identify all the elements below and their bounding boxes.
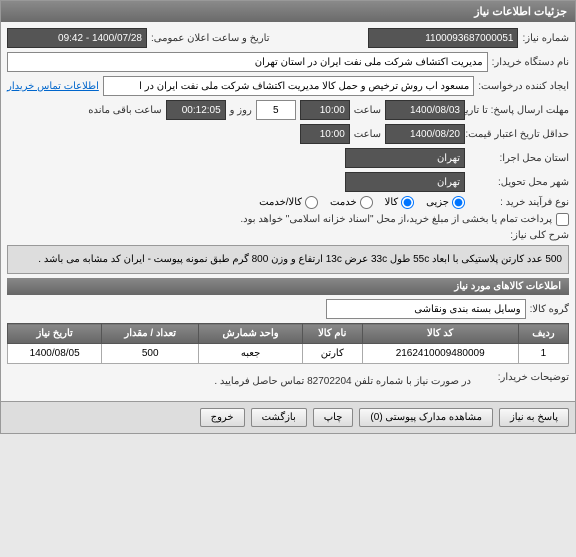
time-left-field — [166, 100, 226, 120]
radio-partial-input[interactable] — [452, 196, 465, 209]
label-requester: ایجاد کننده درخواست: — [478, 81, 569, 92]
city-deliver-field — [345, 172, 465, 192]
label-announce: تاریخ و ساعت اعلان عمومی: — [151, 33, 270, 44]
th-row: ردیف — [518, 324, 568, 344]
label-desc: شرح کلی نیاز: — [489, 230, 569, 241]
radio-service[interactable]: خدمت — [330, 196, 373, 209]
city-exec-field — [345, 148, 465, 168]
panel-body: شماره نیاز: تاریخ و ساعت اعلان عمومی: نا… — [1, 22, 575, 401]
goods-table: ردیف کد کالا نام کالا واحد شمارش تعداد /… — [7, 323, 569, 364]
label-goods-group: گروه کالا: — [530, 304, 569, 315]
validity-date-field — [385, 124, 465, 144]
need-no-field — [368, 28, 518, 48]
purchase-type-radios: جزیی کالا خدمت کالا/خدمت — [259, 196, 465, 209]
cell-row: 1 — [518, 344, 568, 364]
th-name: نام کالا — [302, 324, 362, 344]
details-panel: جزئیات اطلاعات نیاز شماره نیاز: تاریخ و … — [0, 0, 576, 434]
back-button[interactable]: بازگشت — [251, 408, 307, 427]
partial-pay-checkbox[interactable] — [556, 213, 569, 226]
partial-pay-note: پرداخت تمام یا بخشی از مبلغ خرید،از محل … — [240, 214, 552, 225]
goods-group-field — [326, 299, 526, 319]
row-deadline: مهلت ارسال پاسخ: تا تاریخ: ساعت روز و سا… — [7, 100, 569, 120]
table-header-row: ردیف کد کالا نام کالا واحد شمارش تعداد /… — [8, 324, 569, 344]
label-day-and: روز و — [230, 105, 252, 116]
desc-box: 500 عدد کارتن پلاستیکی با ابعاد 55c طول … — [7, 245, 569, 274]
panel-title: جزئیات اطلاعات نیاز — [1, 1, 575, 22]
radio-goods[interactable]: کالا — [385, 196, 415, 209]
row-city-exec: استان محل اجرا: — [7, 148, 569, 168]
exit-button[interactable]: خروج — [200, 408, 245, 427]
label-city-deliver: شهر محل تحویل: — [469, 177, 569, 188]
deadline-date-field — [385, 100, 465, 120]
label-hour2: ساعت — [354, 129, 381, 140]
label-time-left: ساعت باقی مانده — [88, 105, 161, 116]
label-hour1: ساعت — [354, 105, 381, 116]
row-buyer-notes: توضیحات خریدار: در صورت نیاز با شماره تل… — [7, 372, 569, 391]
attachments-button[interactable]: مشاهده مدارک پیوستی (0) — [359, 408, 493, 427]
button-bar: پاسخ به نیاز مشاهده مدارک پیوستی (0) چاپ… — [1, 401, 575, 433]
label-deadline: مهلت ارسال پاسخ: تا تاریخ: — [469, 105, 569, 116]
row-buyer: نام دستگاه خریدار: — [7, 52, 569, 72]
respond-button[interactable]: پاسخ به نیاز — [499, 408, 569, 427]
buyer-notes-text: در صورت نیاز با شماره تلفن 82702204 تماس… — [7, 372, 475, 391]
print-button[interactable]: چاپ — [313, 408, 354, 427]
th-date: تاریخ نیاز — [8, 324, 102, 344]
row-need-no: شماره نیاز: تاریخ و ساعت اعلان عمومی: — [7, 28, 569, 48]
label-purchase-type: نوع فرآیند خرید : — [469, 197, 569, 208]
validity-time-field — [300, 124, 350, 144]
radio-goods-input[interactable] — [401, 196, 414, 209]
cell-code: 2162410009480009 — [362, 344, 518, 364]
row-goods-group: گروه کالا: — [7, 299, 569, 319]
row-validity: حداقل تاریخ اعتبار قیمت: تا تاریخ: ساعت — [7, 124, 569, 144]
cell-name: کارتن — [302, 344, 362, 364]
label-city-exec: استان محل اجرا: — [469, 153, 569, 164]
days-left-field — [256, 100, 296, 120]
label-validity: حداقل تاریخ اعتبار قیمت: تا تاریخ: — [469, 129, 569, 140]
row-requester: ایجاد کننده درخواست: اطلاعات تماس خریدار — [7, 76, 569, 96]
row-city-deliver: شهر محل تحویل: — [7, 172, 569, 192]
label-buyer: نام دستگاه خریدار: — [492, 57, 569, 68]
th-unit: واحد شمارش — [199, 324, 303, 344]
label-buyer-notes: توضیحات خریدار: — [479, 372, 569, 383]
goods-section-title: اطلاعات کالاهای مورد نیاز — [7, 278, 569, 295]
th-qty: تعداد / مقدار — [102, 324, 199, 344]
requester-field — [103, 76, 474, 96]
radio-service-input[interactable] — [360, 196, 373, 209]
row-partial-pay: پرداخت تمام یا بخشی از مبلغ خرید،از محل … — [7, 213, 569, 226]
radio-partial[interactable]: جزیی — [426, 196, 465, 209]
table-row[interactable]: 1 2162410009480009 کارتن جعبه 500 1400/0… — [8, 344, 569, 364]
label-need-no: شماره نیاز: — [522, 33, 569, 44]
th-code: کد کالا — [362, 324, 518, 344]
radio-goods-service[interactable]: کالا/خدمت — [259, 196, 318, 209]
row-purchase-type: نوع فرآیند خرید : جزیی کالا خدمت کالا/خد… — [7, 196, 569, 209]
buyer-contact-link[interactable]: اطلاعات تماس خریدار — [7, 81, 99, 92]
radio-goods-service-input[interactable] — [305, 196, 318, 209]
announce-date-field — [7, 28, 147, 48]
row-desc: شرح کلی نیاز: 500 عدد کارتن پلاستیکی با … — [7, 230, 569, 274]
cell-date: 1400/08/05 — [8, 344, 102, 364]
cell-qty: 500 — [102, 344, 199, 364]
buyer-field — [7, 52, 488, 72]
cell-unit: جعبه — [199, 344, 303, 364]
deadline-time-field — [300, 100, 350, 120]
